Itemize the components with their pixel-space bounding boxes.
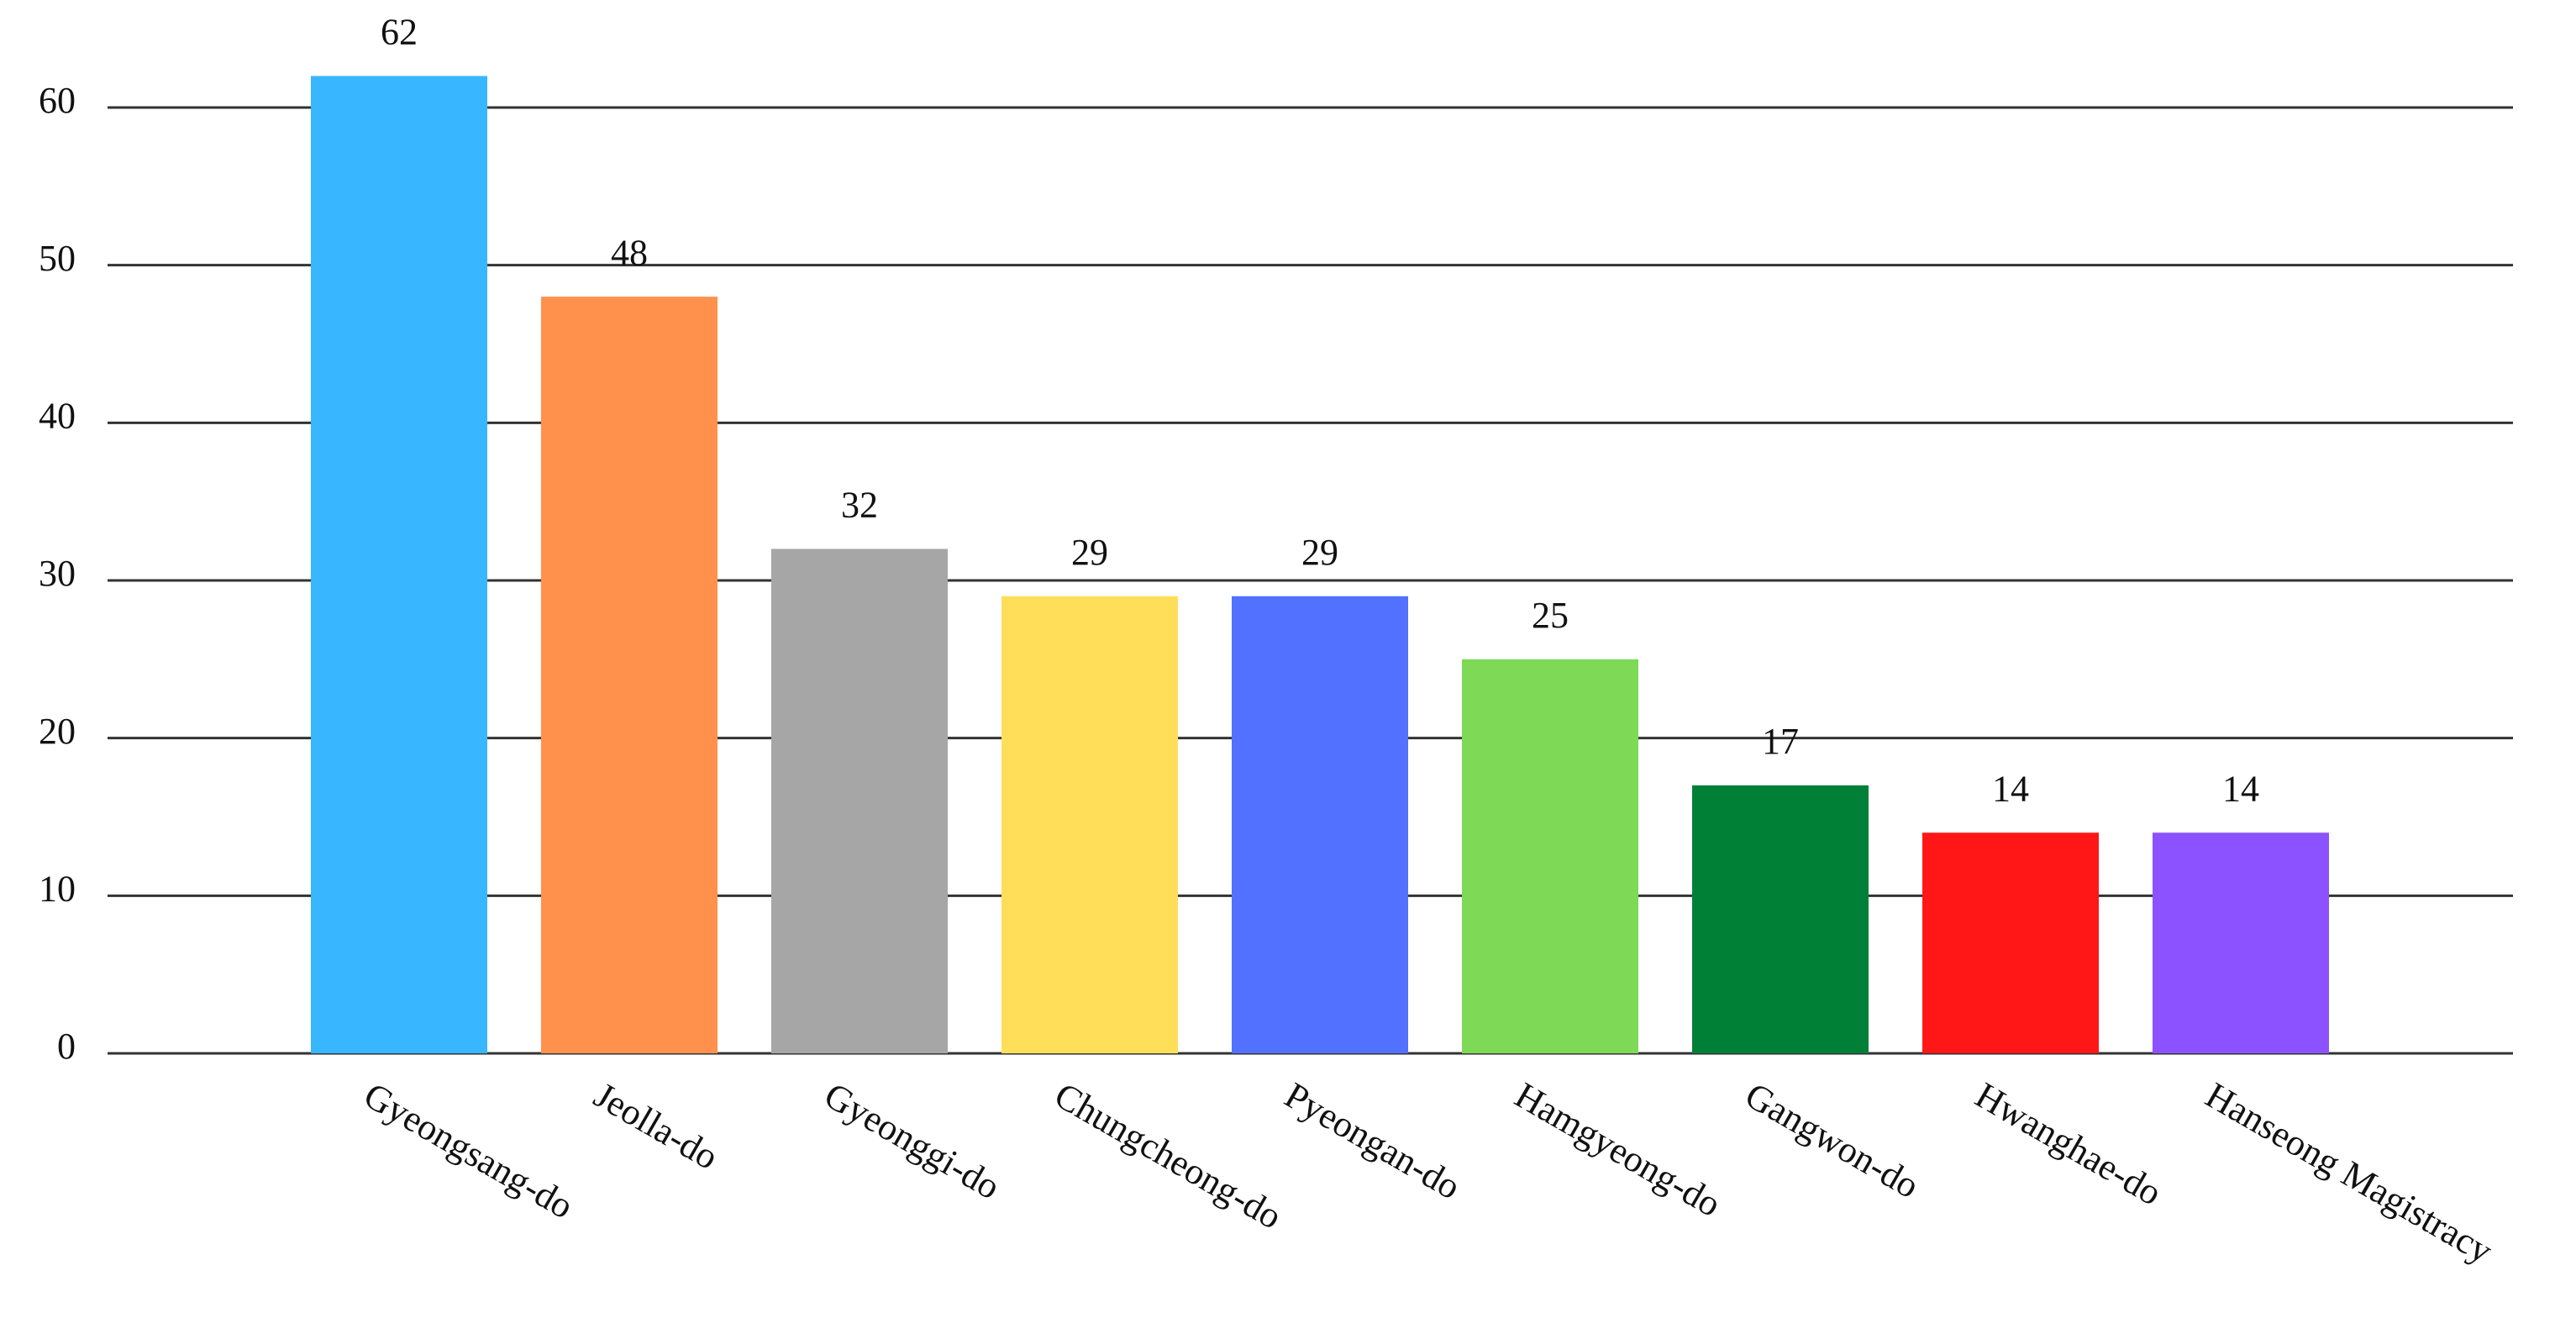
y-tick-label: 30 bbox=[39, 553, 76, 594]
data-label: 32 bbox=[841, 485, 878, 526]
data-label: 17 bbox=[1762, 721, 1799, 762]
x-tick-label: Jeolla-do bbox=[587, 1074, 725, 1178]
bar bbox=[2153, 832, 2329, 1053]
y-tick-label: 60 bbox=[39, 80, 76, 121]
x-tick-label: Pyeongan-do bbox=[1278, 1074, 1468, 1208]
y-tick-label: 40 bbox=[39, 395, 76, 436]
bar bbox=[541, 297, 718, 1053]
data-label: 62 bbox=[381, 12, 418, 53]
y-tick-label: 50 bbox=[39, 238, 76, 279]
bar bbox=[1922, 832, 2099, 1053]
x-tick-label: Chungcheong-do bbox=[1048, 1074, 1289, 1237]
x-tick-label: Gyeonggi-do bbox=[817, 1074, 1007, 1208]
data-label: 14 bbox=[2222, 768, 2259, 809]
y-tick-label: 20 bbox=[39, 711, 76, 752]
x-tick-label: Hanseong Magistracy bbox=[2199, 1074, 2500, 1272]
x-tick-label: Gyeongsang-do bbox=[357, 1074, 581, 1227]
data-label: 29 bbox=[1301, 532, 1338, 573]
x-tick-label: Gangwon-do bbox=[1738, 1074, 1926, 1206]
x-tick-label: Hwanghae-do bbox=[1969, 1074, 2169, 1214]
x-tick-label: Hamgyeong-do bbox=[1508, 1074, 1728, 1225]
y-tick-label: 0 bbox=[57, 1026, 76, 1067]
bar bbox=[771, 549, 948, 1053]
data-label: 29 bbox=[1071, 532, 1108, 573]
data-label: 25 bbox=[1532, 595, 1569, 636]
data-label: 48 bbox=[611, 232, 648, 273]
bar bbox=[1692, 785, 1869, 1053]
data-label: 14 bbox=[1992, 768, 2029, 809]
bar bbox=[1001, 596, 1178, 1053]
bar bbox=[311, 76, 487, 1053]
bar bbox=[1462, 659, 1638, 1053]
bar bbox=[1232, 596, 1408, 1053]
y-tick-label: 10 bbox=[39, 868, 76, 909]
